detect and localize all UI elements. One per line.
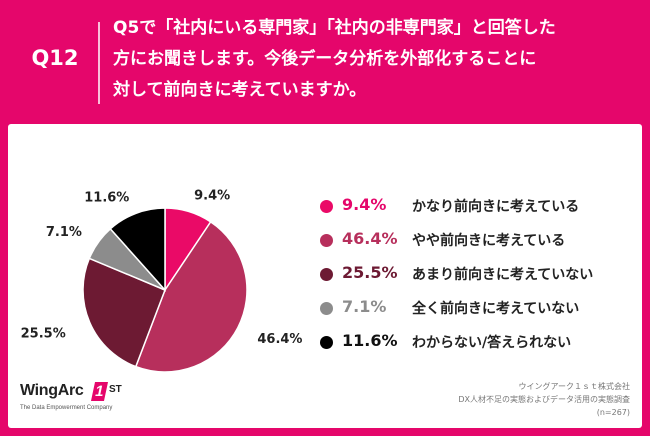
- question-header: Q12 Q5で「社内にいる専門家」「社内の非専門家」と回答した 方にお聞きします…: [0, 0, 650, 120]
- question-line-3: 対して前向きに考えていますか。: [113, 80, 367, 100]
- source-note: ウイングアーク１ｓｔ株式会社 DX人材不足の実態およびデータ活用の実態調査 (n…: [458, 380, 630, 419]
- source-survey: DX人材不足の実態およびデータ活用の実態調査: [458, 395, 630, 404]
- legend-label: あまり前向きに考えていない: [412, 267, 594, 283]
- question-text: Q5で「社内にいる専門家」「社内の非専門家」と回答した 方にお聞きします。今後デ…: [113, 13, 643, 106]
- logo-tagline: The Data Empowerment Company: [20, 405, 113, 411]
- chart-panel: 9.4% 46.4% 25.5% 7.1% 11.6% 9.4% かなり前向きに考えている…: [8, 124, 642, 428]
- question-line-1: Q5で「社内にいる専門家」「社内の非専門家」と回答した: [113, 18, 556, 38]
- legend-value: 46.4%: [342, 229, 398, 248]
- legend-value: 25.5%: [342, 263, 398, 282]
- legend-swatch: [320, 200, 333, 213]
- legend-swatch: [320, 234, 333, 247]
- pie-data-label: 7.1%: [46, 225, 82, 240]
- legend-swatch: [320, 268, 333, 281]
- logo-wordmark: WingArc: [20, 382, 84, 399]
- source-company: ウイングアーク１ｓｔ株式会社: [518, 382, 630, 391]
- legend-swatch: [320, 336, 333, 349]
- logo-mark: 1: [90, 382, 109, 401]
- wingarc-logo: WingArc 1 ST The Data Empowerment Compan…: [20, 382, 130, 422]
- legend-value: 9.4%: [342, 195, 387, 214]
- pie-slice: [134, 220, 248, 373]
- pie-data-label: 46.4%: [257, 332, 302, 347]
- legend-swatch: [320, 302, 333, 315]
- question-line-2: 方にお聞きします。今後データ分析を外部化することに: [113, 49, 537, 69]
- pie-slice: [82, 257, 166, 368]
- question-number: Q12: [31, 46, 79, 70]
- legend-label: わからない/答えられない: [412, 335, 572, 351]
- pie-chart: 9.4% 46.4% 25.5% 7.1% 11.6%: [21, 188, 302, 373]
- pie-data-label: 9.4%: [194, 188, 230, 203]
- header-divider: [98, 22, 100, 104]
- legend-value: 11.6%: [342, 331, 398, 350]
- pie-slice: [109, 207, 166, 292]
- legend-label: やや前向きに考えている: [412, 233, 566, 249]
- legend-value: 7.1%: [342, 297, 387, 316]
- pie-data-label: 25.5%: [21, 327, 66, 342]
- legend-label: かなり前向きに考えている: [412, 199, 580, 215]
- legend-label: 全く前向きに考えていない: [412, 301, 580, 317]
- logo-suffix: ST: [109, 384, 122, 395]
- pie-data-label: 11.6%: [84, 191, 129, 206]
- source-sample: (n=267): [596, 408, 630, 417]
